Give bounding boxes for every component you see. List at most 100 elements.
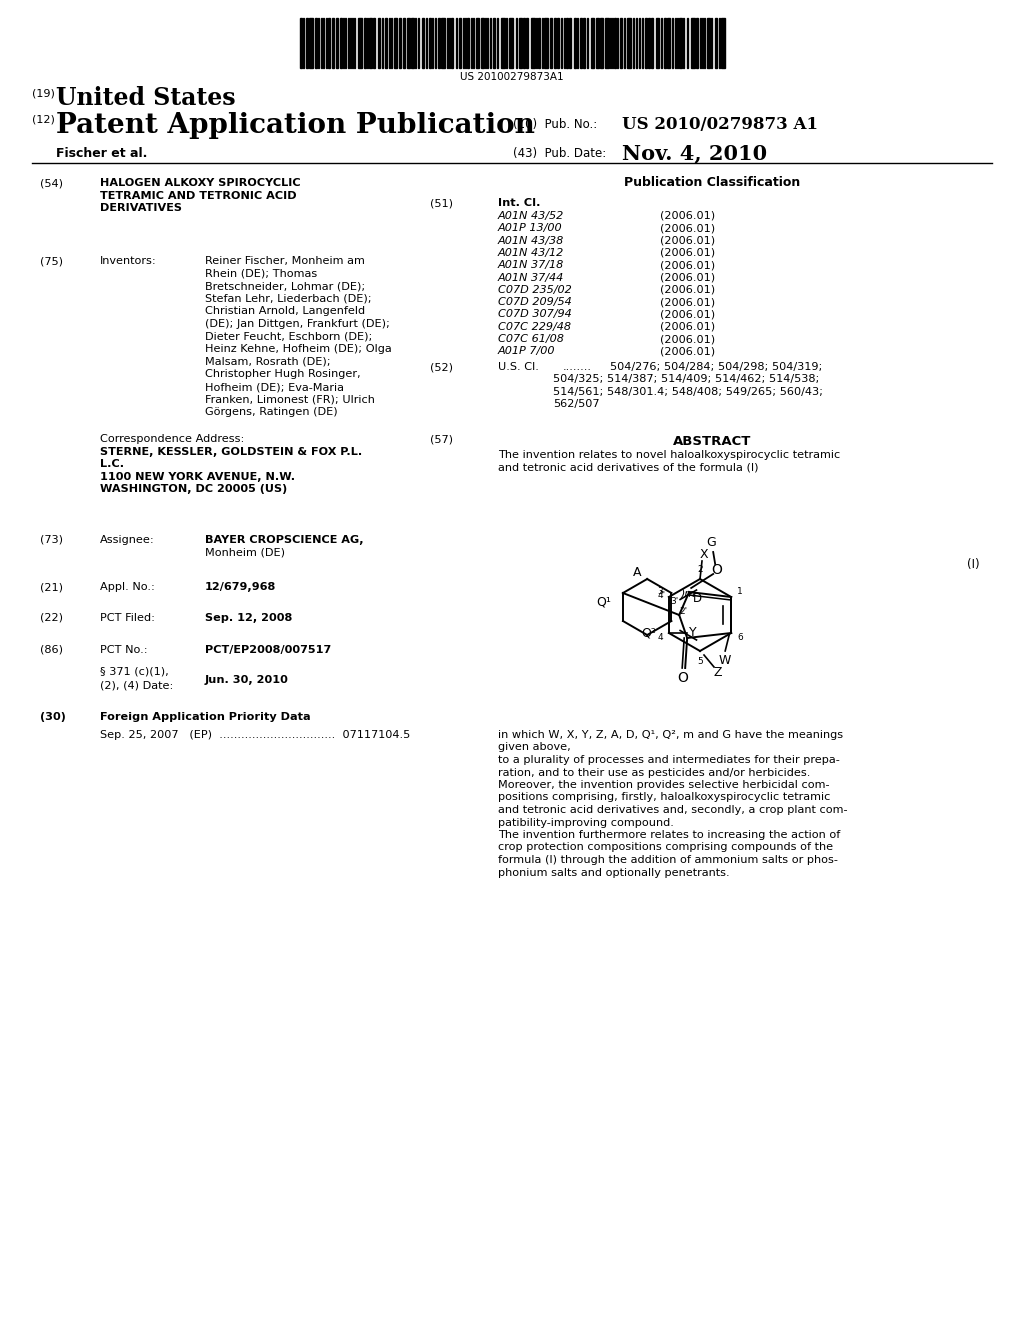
Bar: [679, 18, 682, 69]
Text: and tetronic acid derivatives and, secondly, a crop plant com-: and tetronic acid derivatives and, secon…: [498, 805, 848, 814]
Text: Bretschneider, Lohmar (DE);: Bretschneider, Lohmar (DE);: [205, 281, 366, 292]
Text: TETRAMIC AND TETRONIC ACID: TETRAMIC AND TETRONIC ACID: [100, 190, 297, 201]
Text: A01P 7/00: A01P 7/00: [498, 346, 555, 356]
Text: and tetronic acid derivatives of the formula (I): and tetronic acid derivatives of the for…: [498, 462, 759, 473]
Text: (2006.01): (2006.01): [660, 260, 715, 271]
Text: 3: 3: [657, 587, 663, 597]
Bar: [620, 18, 622, 69]
Bar: [580, 18, 582, 69]
Text: C07D 235/02: C07D 235/02: [498, 285, 571, 294]
Bar: [369, 18, 372, 69]
Bar: [411, 18, 414, 69]
Text: (43)  Pub. Date:: (43) Pub. Date:: [513, 147, 606, 160]
Bar: [340, 18, 342, 69]
Text: 562/507: 562/507: [553, 399, 599, 409]
Text: Franken, Limonest (FR); Ulrich: Franken, Limonest (FR); Ulrich: [205, 395, 375, 405]
Bar: [300, 18, 302, 69]
Text: Y: Y: [689, 627, 696, 639]
Text: 12/679,968: 12/679,968: [205, 582, 276, 591]
Text: (19): (19): [32, 88, 55, 98]
Text: (51): (51): [430, 198, 453, 209]
Bar: [721, 18, 725, 69]
Text: (2006.01): (2006.01): [660, 309, 715, 319]
Text: (22): (22): [40, 612, 63, 623]
Text: (2006.01): (2006.01): [660, 334, 715, 345]
Text: phonium salts and optionally penetrants.: phonium salts and optionally penetrants.: [498, 867, 730, 878]
Bar: [627, 18, 631, 69]
Text: (2006.01): (2006.01): [660, 235, 715, 246]
Text: C07D 307/94: C07D 307/94: [498, 309, 571, 319]
Bar: [651, 18, 653, 69]
Text: (10)  Pub. No.:: (10) Pub. No.:: [513, 117, 597, 131]
Bar: [509, 18, 513, 69]
Text: X: X: [699, 549, 709, 561]
Bar: [315, 18, 317, 69]
Text: (2006.01): (2006.01): [660, 346, 715, 356]
Text: 3': 3': [670, 597, 678, 606]
Text: (21): (21): [40, 582, 63, 591]
Text: Publication Classification: Publication Classification: [624, 176, 800, 189]
Bar: [691, 18, 695, 69]
Bar: [429, 18, 431, 69]
Text: (DE); Jan Dittgen, Frankfurt (DE);: (DE); Jan Dittgen, Frankfurt (DE);: [205, 319, 390, 329]
Bar: [332, 18, 334, 69]
Text: Sep. 12, 2008: Sep. 12, 2008: [205, 612, 293, 623]
Bar: [526, 18, 528, 69]
Bar: [583, 18, 585, 69]
Text: United States: United States: [56, 86, 236, 110]
Text: D: D: [692, 593, 701, 606]
Text: patibility-improving compound.: patibility-improving compound.: [498, 817, 674, 828]
Text: Patent Application Publication: Patent Application Publication: [56, 112, 535, 139]
Text: A01N 43/12: A01N 43/12: [498, 248, 564, 257]
Text: Dieter Feucht, Eschborn (DE);: Dieter Feucht, Eschborn (DE);: [205, 331, 373, 342]
Text: 2: 2: [697, 565, 702, 573]
Bar: [358, 18, 362, 69]
Bar: [336, 18, 338, 69]
Bar: [481, 18, 484, 69]
Bar: [467, 18, 469, 69]
Bar: [614, 18, 616, 69]
Text: (75): (75): [40, 256, 63, 267]
Bar: [664, 18, 666, 69]
Bar: [399, 18, 401, 69]
Text: (2006.01): (2006.01): [660, 248, 715, 257]
Text: Heinz Kehne, Hofheim (DE); Olga: Heinz Kehne, Hofheim (DE); Olga: [205, 345, 392, 354]
Text: Sep. 25, 2007   (EP)  ................................  07117104.5: Sep. 25, 2007 (EP) .....................…: [100, 730, 411, 741]
Text: Assignee:: Assignee:: [100, 535, 155, 545]
Bar: [544, 18, 548, 69]
Text: O: O: [678, 671, 688, 685]
Bar: [574, 18, 575, 69]
Text: Moreover, the invention provides selective herbicidal com-: Moreover, the invention provides selecti…: [498, 780, 829, 789]
Text: C07C 229/48: C07C 229/48: [498, 322, 571, 331]
Bar: [523, 18, 525, 69]
Text: PCT No.:: PCT No.:: [100, 645, 147, 655]
Text: Fischer et al.: Fischer et al.: [56, 147, 147, 160]
Bar: [459, 18, 461, 69]
Bar: [648, 18, 650, 69]
Text: A01N 43/52: A01N 43/52: [498, 211, 564, 220]
Bar: [306, 18, 308, 69]
Text: Jun. 30, 2010: Jun. 30, 2010: [205, 675, 289, 685]
Text: 6: 6: [737, 634, 742, 643]
Text: WASHINGTON, DC 20005 (US): WASHINGTON, DC 20005 (US): [100, 484, 288, 495]
Text: Stefan Lehr, Liederbach (DE);: Stefan Lehr, Liederbach (DE);: [205, 294, 372, 304]
Text: to a plurality of processes and intermediates for their prepa-: to a plurality of processes and intermed…: [498, 755, 840, 766]
Text: The invention furthermore relates to increasing the action of: The invention furthermore relates to inc…: [498, 830, 841, 840]
Text: (2006.01): (2006.01): [660, 322, 715, 331]
Bar: [566, 18, 568, 69]
Bar: [557, 18, 559, 69]
Text: 2': 2': [679, 606, 687, 615]
Bar: [591, 18, 594, 69]
Text: Foreign Application Priority Data: Foreign Application Priority Data: [100, 711, 310, 722]
Bar: [550, 18, 552, 69]
Bar: [707, 18, 710, 69]
Text: 5: 5: [697, 656, 702, 665]
Text: (54): (54): [40, 178, 63, 187]
Text: US 2010/0279873 A1: US 2010/0279873 A1: [622, 116, 818, 133]
Text: formula (I) through the addition of ammonium salts or phos-: formula (I) through the addition of ammo…: [498, 855, 838, 865]
Text: Q²: Q²: [642, 627, 656, 639]
Text: (30): (30): [40, 711, 66, 722]
Bar: [645, 18, 647, 69]
Text: C07D 209/54: C07D 209/54: [498, 297, 571, 308]
Text: positions comprising, firstly, haloalkoxyspirocyclic tetramic: positions comprising, firstly, haloalkox…: [498, 792, 830, 803]
